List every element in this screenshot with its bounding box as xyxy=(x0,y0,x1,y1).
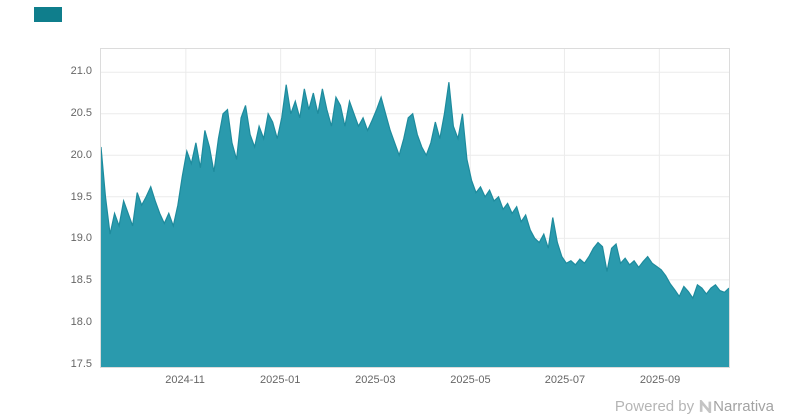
narrativa-logo-icon xyxy=(699,400,712,413)
x-tick-label: 2025-09 xyxy=(639,374,681,386)
y-tick-label: 20.0 xyxy=(70,148,92,161)
series-line xyxy=(101,82,729,300)
y-tick-label: 18.5 xyxy=(70,274,92,287)
powered-by-text: Powered by xyxy=(614,398,695,415)
y-tick-label: 20.5 xyxy=(70,107,92,120)
x-tick-label: 2024-11 xyxy=(165,374,205,386)
x-tick-label: 2025-03 xyxy=(355,374,396,386)
x-tick-label: 2025-07 xyxy=(544,374,586,386)
area-series-canvas xyxy=(101,49,729,367)
plot-area xyxy=(100,48,730,368)
y-tick-label: 21.0 xyxy=(70,65,92,78)
y-tick-label: 18.0 xyxy=(70,316,92,329)
brand-name: Narrativa xyxy=(713,398,774,415)
x-tick-label: 2025-01 xyxy=(259,374,301,386)
brand: Narrativa xyxy=(699,398,774,415)
brand-accent-mark xyxy=(34,7,62,22)
y-tick-label: 17.5 xyxy=(70,357,92,370)
y-tick-label: 19.5 xyxy=(70,190,92,203)
y-tick-label: 19.0 xyxy=(70,232,92,245)
watermark: Powered by Narrativa xyxy=(615,398,774,415)
area-fill xyxy=(101,82,729,367)
x-tick-label: 2025-05 xyxy=(450,374,491,386)
